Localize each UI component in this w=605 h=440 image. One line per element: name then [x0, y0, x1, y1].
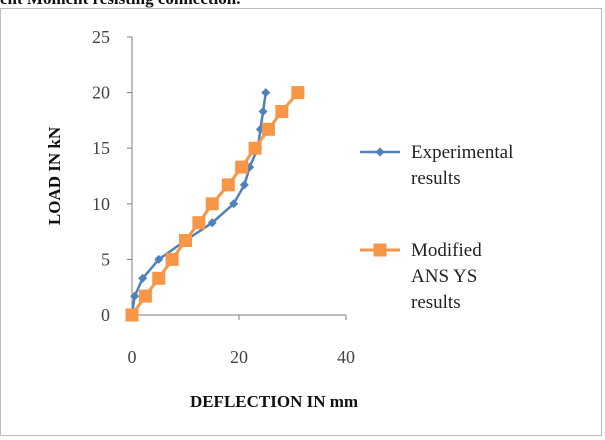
- data-point: [248, 141, 262, 155]
- y-tick-label: 20: [92, 83, 110, 103]
- data-point: [205, 197, 219, 211]
- data-point: [125, 308, 139, 322]
- x-tick-label: 20: [230, 347, 248, 367]
- legend-label-line: ANS YS: [411, 266, 477, 287]
- data-point: [207, 218, 217, 228]
- legend-item: Experimental results: [360, 142, 513, 189]
- series-experimental: [127, 88, 271, 320]
- data-point: [239, 180, 249, 190]
- legend-label-line: Experimental: [411, 142, 513, 163]
- data-point: [192, 216, 206, 230]
- legend-label-line: results: [411, 168, 461, 189]
- legend-swatch-marker: [373, 243, 387, 257]
- legend-label: Experimental results: [411, 142, 513, 189]
- data-point: [291, 86, 305, 100]
- y-tick-label: 25: [92, 27, 110, 47]
- data-point: [179, 233, 192, 247]
- y-tick-label: 10: [92, 194, 110, 214]
- series-line: [130, 92, 267, 316]
- legend-label-line: Modified: [411, 240, 482, 261]
- y-tick-label: 0: [101, 305, 110, 325]
- figure-caption: ent Moment resisting connection.: [0, 0, 241, 9]
- data-point: [275, 105, 289, 119]
- y-tick-label: 15: [92, 138, 110, 158]
- data-point: [229, 199, 239, 209]
- x-axis-title: DEFLECTION IN mm: [190, 392, 358, 411]
- x-tick-label: 40: [337, 347, 355, 367]
- data-point: [221, 178, 235, 192]
- data-point: [154, 254, 164, 264]
- y-axis-title: LOAD IN kN: [45, 126, 64, 225]
- data-point: [138, 289, 152, 303]
- chart-legend: Experimental results Modified ANS YS results: [360, 142, 513, 313]
- chart-area: [0, 8, 602, 436]
- series-modified-ansys: [125, 86, 305, 322]
- y-tick-label: 5: [101, 249, 110, 269]
- series-layer: [125, 86, 305, 322]
- x-tick-label: 0: [128, 347, 137, 367]
- chart-axes: 0 5 10 15 20 25 0 20 40: [92, 27, 355, 367]
- data-point: [165, 252, 179, 266]
- legend-label: Modified ANS YS results: [411, 240, 482, 313]
- legend-label-line: results: [411, 292, 461, 313]
- legend-swatch-marker: [375, 147, 385, 157]
- data-point: [261, 88, 271, 98]
- legend-item: Modified ANS YS results: [360, 240, 482, 313]
- data-point: [138, 273, 148, 283]
- data-point: [258, 107, 268, 117]
- data-point: [152, 271, 166, 285]
- data-point: [235, 160, 249, 174]
- data-point: [130, 291, 140, 301]
- data-point: [261, 122, 275, 136]
